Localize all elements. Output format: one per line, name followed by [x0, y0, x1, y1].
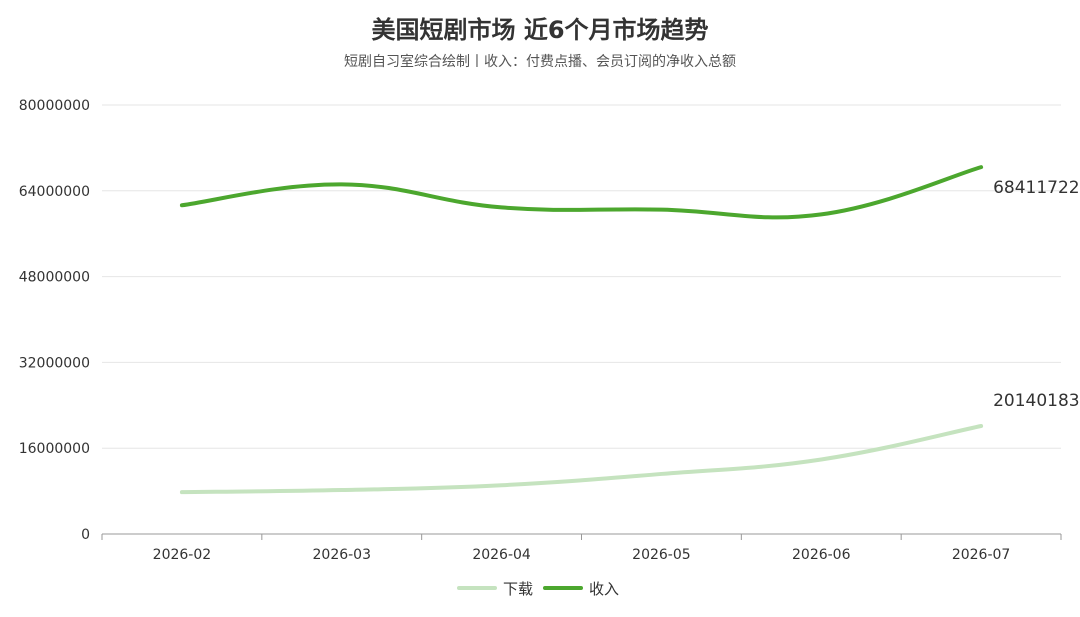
series-lines	[179, 165, 984, 495]
x-tick-label: 2026-06	[792, 547, 851, 563]
x-tick-label: 2026-03	[313, 547, 372, 563]
y-tick-label: 80000000	[19, 98, 90, 114]
legend-label: 收入	[589, 580, 619, 598]
y-tick-label: 0	[81, 527, 90, 543]
chart-subtitle: 短剧自习室综合绘制丨收入：付费点播、会员订阅的净收入总额	[344, 53, 736, 70]
x-tick-label: 2026-05	[632, 547, 691, 563]
chart-title: 美国短剧市场 近6个月市场趋势	[371, 16, 708, 44]
y-tick-label: 32000000	[19, 355, 90, 371]
legend-label: 下载	[503, 580, 533, 598]
x-tick-label: 2026-02	[153, 547, 212, 563]
x-axis: 2026-02 2026-03 2026-04 2026-05 2026-06 2026-…	[101, 533, 1062, 563]
y-axis: 0 16000000 32000000 48000000 64000000 8000000…	[19, 98, 90, 543]
y-tick-label: 48000000	[19, 270, 90, 286]
end-value-label: 68411722	[993, 178, 1080, 198]
series-line-0	[179, 423, 984, 495]
y-tick-label: 16000000	[19, 441, 90, 457]
grid-lines	[102, 104, 1061, 449]
x-tick-label: 2026-07	[952, 547, 1011, 563]
end-value-label: 20140183	[993, 391, 1080, 411]
y-tick-label: 64000000	[19, 184, 90, 200]
series-line-1	[179, 165, 984, 220]
x-tick-label: 2026-04	[472, 547, 531, 563]
legend: 下载 收入	[457, 580, 619, 598]
end-labels: 20140183 68411722	[993, 178, 1080, 411]
